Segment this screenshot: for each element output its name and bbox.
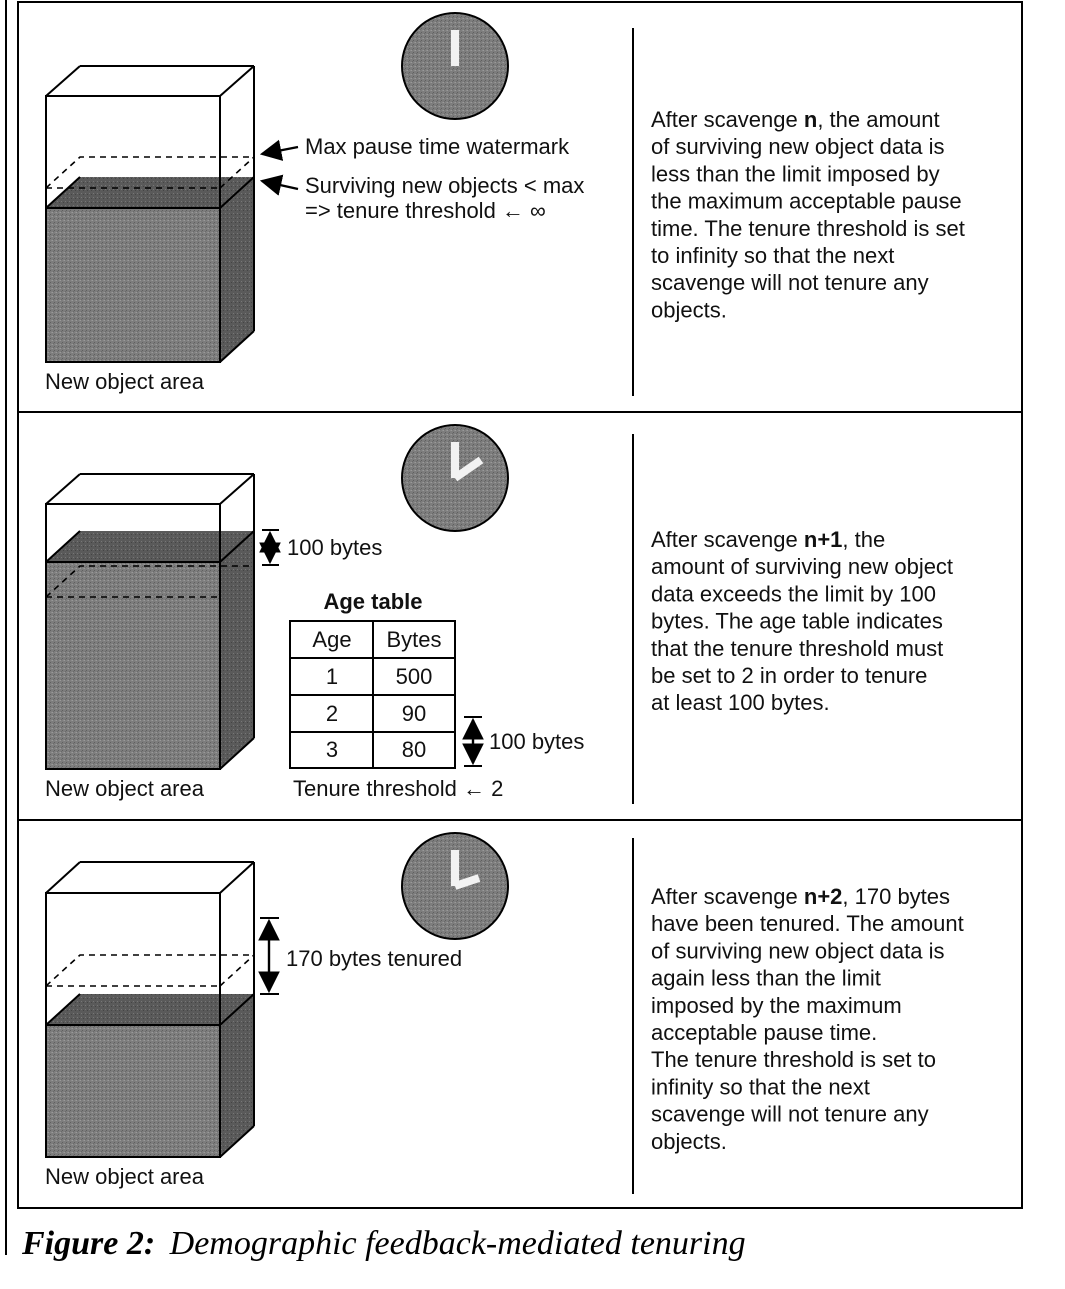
threshold-label: Tenure threshold ← 2 <box>293 776 503 801</box>
paragraph-line: at least 100 bytes. <box>651 690 830 715</box>
table-header-bytes: Bytes <box>386 627 441 652</box>
paragraph-line: , the <box>842 527 885 552</box>
paragraph-line: that the tenure threshold must <box>651 636 943 661</box>
paragraph-line: n+1 <box>804 527 843 552</box>
age-table: Age Bytes 1 500 2 90 3 80 <box>289 620 456 769</box>
area-label: New object area <box>45 1164 205 1189</box>
panel-paragraph: After scavenge n, the amount of surviving… <box>651 107 965 322</box>
paragraph-line: After scavenge <box>651 884 804 909</box>
figure-frame <box>17 1 1023 1209</box>
surviving-label: Surviving new objects < max <box>305 173 584 198</box>
paragraph-line: be set to 2 in order to tenure <box>651 663 927 688</box>
arrow-left-icon <box>259 139 299 161</box>
paragraph-line: data exceeds the limit by 100 <box>651 581 936 606</box>
paragraph-line: the maximum acceptable pause <box>651 189 962 214</box>
caption-label: Figure 2: <box>21 1225 155 1262</box>
table-header-age: Age <box>312 627 351 652</box>
table-cell: 2 <box>326 701 338 726</box>
new-object-area-box <box>45 861 255 1158</box>
paragraph-line: , the amount <box>817 107 939 132</box>
paragraph-line: to infinity so that the next <box>651 243 894 268</box>
paragraph-line: scavenge will not tenure any <box>651 270 929 295</box>
paragraph-line: n+2 <box>804 884 843 909</box>
panel-1: Max pause time watermark Surviving new o… <box>45 12 965 394</box>
clock-icon <box>401 832 509 940</box>
paragraph-line: acceptable pause time. <box>651 1020 877 1045</box>
arrow-left-icon <box>259 174 299 196</box>
excess-label: 100 bytes <box>287 535 382 560</box>
paragraph-line: imposed by the maximum <box>651 993 902 1018</box>
panel-3: 170 bytes tenured New object area After … <box>45 832 964 1189</box>
paragraph-line: After scavenge <box>651 107 804 132</box>
paragraph-line: The tenure threshold is set to <box>651 1047 936 1072</box>
table-cell: 80 <box>402 737 426 762</box>
double-arrow-icon <box>462 716 484 767</box>
double-arrow-icon <box>259 529 281 566</box>
table-cell: 3 <box>326 737 338 762</box>
new-object-area-box <box>45 65 255 363</box>
double-arrow-icon <box>258 917 280 995</box>
caption-text: Demographic feedback-mediated tenuring <box>169 1225 746 1262</box>
paragraph-line: have been tenured. The amount <box>651 911 964 936</box>
age-table-title: Age table <box>323 589 422 614</box>
area-label: New object area <box>45 369 205 394</box>
paragraph-line: After scavenge <box>651 527 804 552</box>
paragraph-line: infinity so that the next <box>651 1074 870 1099</box>
new-object-area-box <box>45 473 255 770</box>
panel-paragraph: After scavenge n+2, 170 bytes have been t… <box>651 884 964 1154</box>
panel-paragraph: After scavenge n+1, the amount of survivi… <box>651 527 953 715</box>
paragraph-line: again less than the limit <box>651 966 881 991</box>
paragraph-line: of surviving new object data is <box>651 134 945 159</box>
paragraph-line: objects. <box>651 1129 727 1154</box>
paragraph-line: less than the limit imposed by <box>651 161 940 186</box>
paragraph-line: objects. <box>651 297 727 322</box>
paragraph-line: , 170 bytes <box>842 884 950 909</box>
table-bracket-label: 100 bytes <box>489 729 584 754</box>
paragraph-line: scavenge will not tenure any <box>651 1102 929 1127</box>
paragraph-line: of surviving new object data is <box>651 938 945 963</box>
table-cell: 90 <box>402 701 426 726</box>
threshold-label: => tenure threshold ← ∞ <box>305 198 546 223</box>
tenured-label: 170 bytes tenured <box>286 946 462 971</box>
area-label: New object area <box>45 776 205 801</box>
panel-2: 100 bytes Age table Age Bytes 1 500 2 90… <box>45 424 953 801</box>
paragraph-line: amount of surviving new object <box>651 554 953 579</box>
paragraph-line: bytes. The age table indicates <box>651 609 943 634</box>
table-cell: 500 <box>396 664 433 689</box>
table-cell: 1 <box>326 664 338 689</box>
figure-caption: Figure 2: Demographic feedback-mediated … <box>21 1225 746 1262</box>
clock-icon <box>401 12 509 120</box>
paragraph-line: time. The tenure threshold is set <box>651 216 965 241</box>
clock-icon <box>401 424 509 532</box>
watermark-label: Max pause time watermark <box>305 134 570 159</box>
paragraph-line: n <box>804 107 817 132</box>
